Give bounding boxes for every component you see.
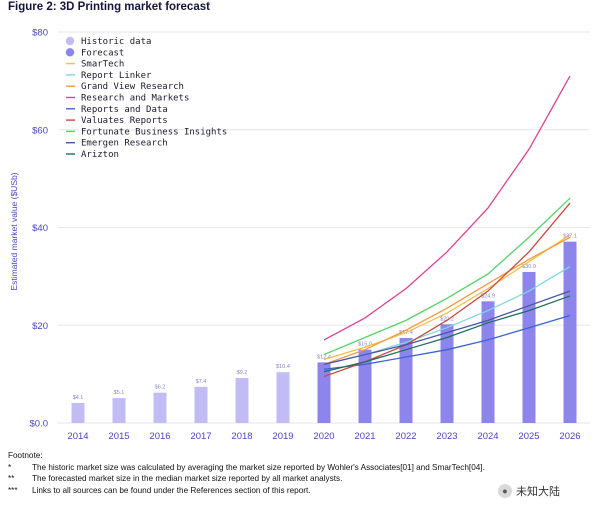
x-tick-label: 2018 [231, 431, 252, 442]
bar [481, 301, 495, 423]
bar [522, 271, 536, 423]
footnote-item: ** The forecasted market size in the med… [8, 473, 508, 485]
bar [112, 398, 126, 423]
legend-label: Fortunate Business Insights [81, 127, 227, 137]
footnote-text: The forecasted market size in the median… [32, 474, 343, 484]
legend-label: Reports and Data [81, 105, 168, 115]
bar-value-label: $10.4 [276, 364, 290, 370]
bar-value-label: $12.4 [317, 354, 331, 360]
legend-label: SmarTech [81, 60, 124, 70]
x-tick-label: 2024 [477, 431, 498, 442]
bar [235, 378, 249, 423]
watermark: ● 未知大陆 [498, 483, 560, 499]
bar-value-label: $30.9 [522, 264, 536, 270]
y-tick-label: $60 [32, 125, 48, 136]
x-tick-label: 2020 [313, 431, 334, 442]
bar [153, 392, 167, 423]
legend-label: Emergen Research [81, 139, 168, 149]
legend-swatch [65, 48, 75, 57]
x-tick-label: 2023 [436, 431, 457, 442]
y-tick-label: $20 [32, 321, 48, 332]
x-tick-label: 2016 [149, 431, 170, 442]
market-forecast-chart: $0.0 $20 $40 $60 $80 Estimated market value (… [9, 28, 590, 442]
legend-swatch [65, 36, 75, 46]
series-line [323, 236, 571, 365]
x-tick-label: 2021 [354, 431, 375, 442]
footnote-mark: * [8, 462, 12, 472]
bar [317, 362, 331, 423]
legend-label: Forecast [81, 48, 124, 58]
footnote-mark: *** [8, 485, 18, 495]
chart-title: Figure 2: 3D Printing market forecast [8, 1, 210, 13]
legend-label: Research and Markets [81, 94, 189, 104]
series-line [323, 295, 571, 373]
x-tick-label: 2025 [518, 431, 539, 442]
x-tick-label: 2015 [108, 431, 129, 442]
bar-value-label: $7.4 [196, 379, 207, 385]
bar-value-label: $37.1 [563, 234, 577, 240]
series-line [323, 234, 571, 361]
legend-label: Valuates Reports [81, 116, 168, 126]
bar-value-label: $15.0 [358, 342, 372, 348]
x-tick-label: 2014 [67, 431, 88, 442]
y-axis-label: Estimated market value ($USb) [9, 172, 19, 290]
x-tick-label: 2019 [272, 431, 293, 442]
footnote-item: * The historic market size was calculate… [8, 462, 508, 474]
bar-value-label: $24.9 [481, 293, 495, 299]
footnote-item: *** Links to all sources can be found un… [8, 485, 508, 497]
series-line [323, 197, 571, 356]
bar [358, 349, 372, 423]
bar [276, 372, 290, 423]
legend-label: Report Linker [81, 71, 152, 81]
footnote-heading: Footnote: [8, 451, 43, 460]
bar [71, 402, 85, 423]
bar-value-label: $5.1 [114, 390, 125, 396]
y-tick-label: $0.0 [30, 419, 49, 430]
bar-value-label: $6.2 [155, 385, 166, 391]
legend-label: Grand View Research [81, 82, 184, 92]
series-line [323, 314, 571, 370]
legend-label: Arizton [81, 150, 119, 160]
footnote-text: The historic market size was calculated … [32, 462, 485, 472]
watermark-text: 未知大陆 [516, 485, 560, 498]
bar [399, 337, 413, 423]
series-line [323, 290, 571, 365]
x-tick-label: 2022 [395, 431, 416, 442]
x-tick-label: 2017 [190, 431, 211, 442]
bar [194, 386, 208, 423]
bar [563, 241, 577, 423]
footnote-text: Links to all sources can be found under … [32, 485, 311, 495]
series-line [323, 75, 571, 341]
legend-label: Historic data [81, 37, 151, 47]
footnote-mark: ** [8, 474, 15, 484]
y-tick-label: $80 [32, 28, 48, 39]
y-tick-label: $40 [32, 223, 48, 234]
bar-value-label: $4.1 [73, 395, 84, 401]
footnote: Footnote: * The historic market size was… [8, 450, 508, 496]
bar-value-label: $9.2 [237, 370, 248, 376]
bar-value-label: $20.2 [440, 316, 454, 322]
x-tick-label: 2026 [559, 431, 580, 442]
wechat-icon: ● [498, 484, 512, 498]
